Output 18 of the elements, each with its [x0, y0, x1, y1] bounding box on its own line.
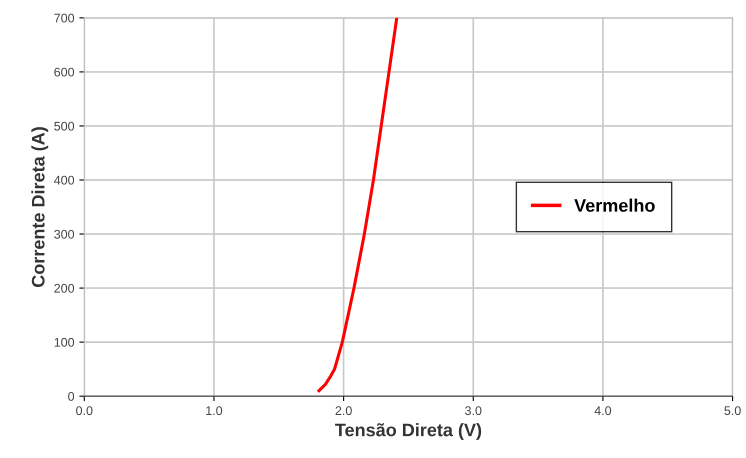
legend-label: Vermelho: [574, 198, 655, 212]
x-tick-label: 1.0: [206, 406, 222, 416]
y-tick-label: 0: [68, 392, 74, 401]
y-tick-label: 400: [54, 176, 74, 185]
x-axis-title: Tensão Direta (V): [335, 423, 482, 440]
x-tick-label: 5.0: [724, 406, 741, 416]
x-tick-label: 4.0: [594, 406, 612, 416]
y-axis-title: Corrente Direta (A): [31, 127, 48, 288]
line-series: [317, 18, 398, 392]
x-tick-label: 0.0: [76, 406, 92, 416]
y-tick-label: 700: [54, 14, 74, 23]
y-tick-label: 300: [54, 230, 74, 239]
y-tick-label: 200: [54, 284, 74, 293]
x-tick-label: 3.0: [465, 406, 482, 416]
y-tick-label: 600: [54, 68, 74, 77]
x-tick-label: 2.0: [336, 406, 352, 416]
y-tick-label: 500: [54, 122, 74, 131]
y-tick-label: 100: [54, 338, 74, 347]
